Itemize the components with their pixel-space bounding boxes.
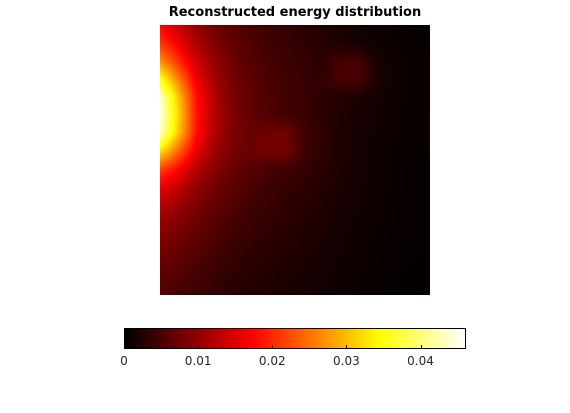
colorbar-tick-mark (124, 345, 125, 349)
colorbar-tick-label: 0.04 (407, 354, 434, 368)
colorbar (124, 328, 466, 349)
heatmap-image (160, 25, 430, 295)
colorbar-tick-label: 0.03 (333, 354, 360, 368)
colorbar-tick-mark (346, 345, 347, 349)
colorbar-tick-mark (198, 345, 199, 349)
colorbar-tick-mark (421, 345, 422, 349)
colorbar-tick-label: 0.02 (259, 354, 286, 368)
colorbar-tick-mark (272, 345, 273, 349)
chart-title: Reconstructed energy distribution (0, 5, 570, 20)
colorbar-tick-label: 0.01 (185, 354, 212, 368)
colorbar-tick-axis: 0 0.01 0.02 0.03 0.04 (124, 349, 466, 379)
colorbar-tick-label: 0 (120, 354, 128, 368)
colorbar-gradient (125, 329, 465, 348)
heatmap-plot-area (160, 25, 430, 295)
